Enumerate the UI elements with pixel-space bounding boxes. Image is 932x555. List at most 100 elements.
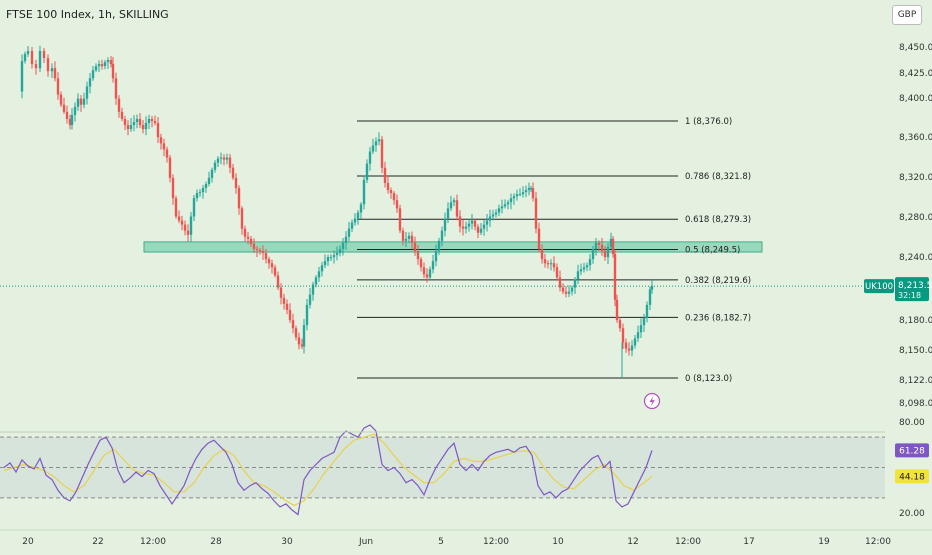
candle-body (522, 192, 524, 194)
candle-body (375, 141, 377, 145)
candle-body (280, 288, 282, 298)
candle-body (595, 243, 597, 249)
candle-body (130, 125, 132, 129)
candle-body (83, 99, 85, 105)
candle-body (550, 263, 552, 264)
candle-body (420, 259, 422, 267)
currency-button[interactable]: GBP (892, 5, 922, 25)
candle-body (39, 51, 41, 68)
candle-body (342, 243, 344, 249)
candle-body (649, 290, 651, 305)
candle-body (211, 170, 213, 178)
support-zone[interactable] (144, 242, 762, 252)
candle-body (271, 263, 273, 267)
candle-body (238, 188, 240, 208)
fib-level-label: 0.786 (8,321.8) (685, 172, 751, 182)
candle-body (604, 251, 606, 257)
candle-body (321, 265, 323, 271)
candle-body (501, 206, 503, 208)
candle-body (133, 122, 135, 125)
price-tick-label: 8,425.0 (899, 69, 932, 79)
price-tick-label: 8,400.0 (899, 94, 932, 104)
candle-body (547, 263, 549, 264)
price-tick-label: 8,320.0 (899, 173, 932, 183)
candle-body (519, 194, 521, 195)
candle-body (435, 251, 437, 261)
candle-body (468, 224, 470, 227)
rsi-tick-label: 20.00 (899, 509, 925, 519)
candle-body (229, 158, 231, 168)
candle-body (166, 149, 168, 157)
candle-body (357, 212, 359, 218)
candle-body (580, 269, 582, 271)
candle-body (577, 271, 579, 279)
candle-body (541, 249, 543, 259)
candle-body (634, 338, 636, 345)
price-tick-label: 8,180.0 (899, 316, 932, 326)
candle-body (333, 255, 335, 257)
time-tick-label: 5 (438, 537, 444, 547)
candle-body (250, 239, 252, 244)
candle-body (60, 95, 62, 105)
candle-body (423, 267, 425, 274)
candle-body (568, 292, 570, 294)
candle-body (429, 269, 431, 277)
candle-body (190, 216, 192, 234)
candle-body (145, 123, 147, 129)
candle-body (381, 139, 383, 167)
candle-body (220, 158, 222, 159)
candle-body (441, 231, 443, 241)
candle-body (274, 267, 276, 275)
fib-level-label: 0.618 (8,279.3) (685, 215, 751, 225)
candle-body (324, 261, 326, 265)
candle-body (601, 245, 603, 251)
candle-body (107, 60, 109, 62)
candle-body (71, 115, 73, 125)
candle-body (54, 68, 56, 78)
candle-body (223, 158, 225, 160)
candle-body (631, 345, 633, 350)
candle-body (372, 145, 374, 151)
candle-body (92, 70, 94, 78)
candle-body (366, 164, 368, 180)
time-tick-label: 22 (92, 537, 103, 547)
candle-body (559, 277, 561, 287)
candle-body (148, 119, 150, 123)
symbol-badge-text: UK100 (865, 282, 893, 292)
candle-body (471, 221, 473, 224)
candle-body (283, 298, 285, 304)
candle-body (259, 250, 261, 251)
candle-body (535, 198, 537, 228)
time-tick-label: 12 (627, 537, 638, 547)
price-tick-label: 8,098.0 (899, 399, 932, 409)
candle-body (622, 328, 624, 342)
candle-body (462, 227, 464, 229)
candle-body (80, 99, 82, 105)
candle-body (169, 158, 171, 178)
candle-body (235, 178, 237, 188)
candle-body (104, 62, 106, 66)
candle-body (507, 202, 509, 204)
candle-body (89, 78, 91, 86)
candle-body (202, 188, 204, 192)
candle-body (306, 305, 308, 325)
candle-body (625, 342, 627, 348)
candle-body (226, 158, 228, 160)
candle-body (510, 198, 512, 202)
candle-body (136, 119, 138, 122)
candle-body (592, 249, 594, 259)
candle-body (354, 219, 356, 223)
price-tick-label: 8,122.0 (899, 376, 932, 386)
time-tick-label: 10 (552, 537, 564, 547)
chart-title: FTSE 100 Index, 1h, SKILLING (6, 8, 169, 21)
candle-body (411, 236, 413, 243)
candle-body (57, 78, 59, 94)
candle-body (378, 139, 380, 141)
candle-body (214, 163, 216, 170)
candle-body (142, 125, 144, 129)
time-tick-label: 12:00 (675, 537, 701, 547)
candle-body (208, 178, 210, 184)
candle-body (417, 251, 419, 259)
